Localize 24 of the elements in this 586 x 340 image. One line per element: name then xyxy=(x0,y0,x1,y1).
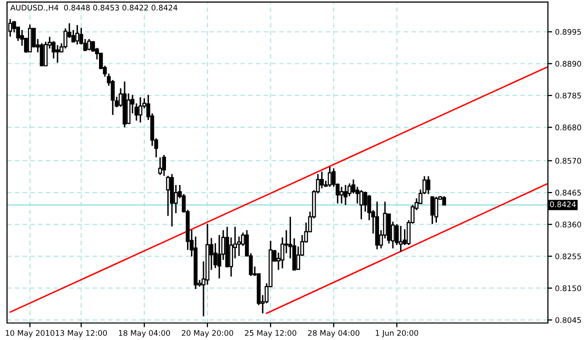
candlestick xyxy=(359,189,364,220)
candlestick xyxy=(426,175,430,195)
candlestick xyxy=(158,156,162,176)
candlestick xyxy=(434,196,438,224)
candlestick xyxy=(63,28,68,50)
candlestick xyxy=(126,92,130,125)
candlestick xyxy=(344,184,348,206)
candlestick xyxy=(28,24,32,52)
candlestick xyxy=(32,28,36,48)
candlestick xyxy=(87,38,92,51)
candlestick xyxy=(138,96,142,124)
candlestick xyxy=(320,170,324,189)
candlestick xyxy=(52,40,56,60)
candlestick xyxy=(75,24,80,46)
candlestick xyxy=(40,42,44,66)
candlestick xyxy=(56,44,60,64)
candlestick xyxy=(398,225,403,252)
candlestick xyxy=(166,175,170,217)
candlestick xyxy=(430,196,434,225)
candlestick xyxy=(162,154,166,177)
candlestick xyxy=(44,41,48,66)
candlestick xyxy=(340,186,344,204)
candlestick xyxy=(328,166,332,188)
candlestick xyxy=(217,234,222,280)
